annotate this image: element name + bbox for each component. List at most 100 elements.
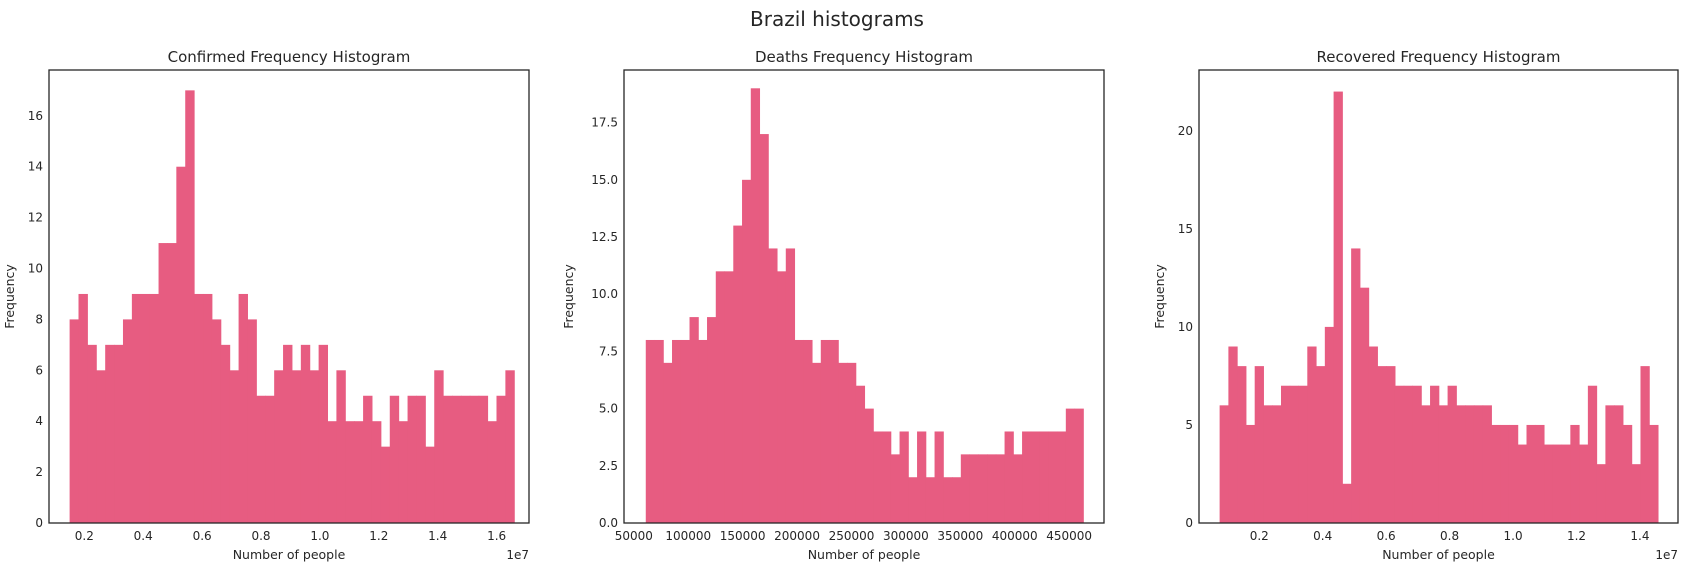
recovered-histogram-bar [1561,444,1571,523]
confirmed-y-tick-label: 16 [28,109,43,123]
recovered-histogram-bar [1421,405,1431,523]
recovered-histogram-bar [1535,424,1545,523]
recovered-histogram-bar [1508,424,1519,523]
confirmed-histogram-bar [380,446,391,523]
recovered-histogram-bar [1298,385,1308,523]
confirmed-histogram-bar [452,395,462,523]
recovered-x-tick-label: 1.2 [1567,529,1586,543]
recovered-histogram-bar [1605,405,1615,523]
recovered-histogram-bar [1456,405,1466,523]
recovered-y-tick-label: 10 [1178,320,1193,334]
deaths-histogram-bar [899,431,909,523]
deaths-histogram-bar [987,454,997,523]
recovered-histogram-bar [1526,424,1536,523]
confirmed-histogram-bar [309,370,320,523]
confirmed-histogram-bar [354,421,364,523]
recovered-histogram-bar [1333,91,1343,523]
confirmed-y-axis-label: Frequency [2,264,17,329]
deaths-histogram-bar [882,431,892,523]
confirmed-axes-frame [48,69,530,524]
recovered-histogram-bar [1482,405,1492,523]
deaths-histogram-bar [707,317,717,523]
confirmed-histogram-bar [345,421,355,523]
deaths-histogram-bar [645,339,656,523]
deaths-histogram-bar [1022,431,1032,523]
confirmed-histogram-bar [194,293,204,523]
confirmed-y-tick-label: 6 [35,363,43,377]
confirmed-y-tick-label: 12 [28,211,43,225]
deaths-histogram-bar [995,454,1006,523]
confirmed-histogram-bar [371,421,382,523]
deaths-histogram-bar [785,248,796,523]
confirmed-histogram-bar [425,446,435,523]
confirmed-histogram-bar [256,395,266,523]
deaths-y-axis-label: Frequency [561,264,576,329]
deaths-histogram-bar [1048,431,1058,523]
deaths-histogram-bar [952,477,962,523]
recovered-histogram-bar [1342,483,1352,523]
confirmed-y-tick-label: 4 [35,414,43,428]
deaths-histogram-bar [934,431,944,523]
deaths-x-tick-label: 300000 [883,529,929,543]
confirmed-histogram-bar [149,293,160,523]
confirmed-histogram-bar [140,293,151,523]
confirmed-histogram-bar [247,319,257,523]
deaths-histogram-bar [698,339,708,523]
deaths-histogram-bar [663,362,673,523]
confirmed-histogram-bar [167,243,177,523]
confirmed-histogram-bar [122,319,133,523]
deaths-axes-frame [623,69,1105,524]
deaths-y-tick-label: 0.0 [599,516,618,530]
confirmed-histogram-bar [185,90,195,524]
recovered-histogram-bar [1614,405,1624,523]
histogram-panels: 0.2 0.4 0.6 0.8 1.0 1.2 1.4 1.6 0 2 4 6 8 10 12 14 16 Con… [2,48,1679,562]
figure-title: Brazil histograms [750,7,924,31]
confirmed-x-tick-label: 1.0 [310,529,329,543]
deaths-histogram-bar [943,477,953,523]
recovered-histogram-bar [1307,346,1317,523]
confirmed-histogram-bar [327,421,337,523]
recovered-histogram-bar [1622,424,1633,523]
recovered-histogram-bar [1403,385,1414,523]
confirmed-histogram-bar [505,370,515,523]
deaths-x-tick-label: 400000 [992,529,1038,543]
recovered-histogram-bar [1631,464,1641,523]
deaths-histogram-bar [855,385,866,523]
recovered-histogram-bar [1500,424,1510,523]
deaths-histogram-bar [768,248,778,523]
recovered-x-tick-label: 0.2 [1250,529,1269,543]
recovered-axes-frame [1198,69,1679,524]
confirmed-histogram-bar [407,395,417,523]
confirmed-histogram-bar [469,395,480,523]
confirmed-histogram-bar [460,395,471,523]
confirmed-histogram-bar [203,293,213,523]
recovered-histogram-bar [1377,366,1387,523]
deaths-x-tick-label: 100000 [665,529,711,543]
confirmed-histogram-bar [487,421,497,523]
confirmed-histogram-bar [478,395,489,523]
deaths-x-tick-label: 50000 [615,529,653,543]
confirmed-histogram-bar [265,395,275,523]
deaths-chart-title: Deaths Frequency Histogram [755,48,973,66]
confirmed-histogram-bar [300,344,311,523]
recovered-histogram-bar [1289,385,1300,523]
confirmed-x-tick-label: 1.6 [487,529,506,543]
recovered-histogram-bar [1228,346,1238,523]
deaths-histogram-bar [750,88,761,524]
recovered-histogram-bar [1640,366,1650,523]
confirmed-y-tick-label: 14 [28,160,43,174]
deaths-x-tick-label: 200000 [774,529,820,543]
recovered-histogram-bar [1596,464,1606,523]
recovered-chart-title: Recovered Frequency Histogram [1317,48,1561,66]
confirmed-histogram-bar [291,370,302,523]
confirmed-histogram-bar [105,344,115,523]
deaths-histogram-bar [864,408,874,523]
confirmed-y-tick-label: 10 [28,262,43,276]
deaths-histogram-bar [733,225,743,523]
deaths-histogram-bar [925,477,936,523]
confirmed-histogram-bar [131,293,142,523]
deaths-histogram-bar [978,454,988,523]
deaths-histogram-bar [715,271,726,523]
recovered-histogram-bar [1324,326,1335,523]
